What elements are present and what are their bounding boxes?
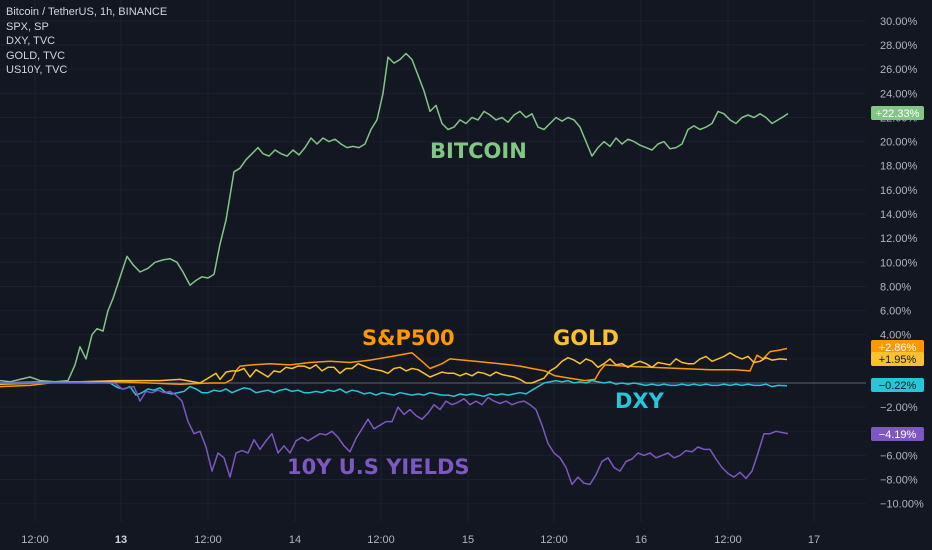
y-tick-label: 12.00% [880,233,918,245]
annotation-gold: GOLD [553,326,619,350]
badge-us10y [871,427,924,441]
annotation-dxy: DXY [615,389,665,413]
x-tick-label: 12:00 [367,534,395,546]
y-tick-label: 28.00% [880,40,918,52]
y-tick-label: 26.00% [880,64,918,76]
y-tick-label: −2.00% [880,402,918,414]
legend-item-us10y[interactable]: US10Y, TVC [6,64,68,76]
legend-item-spx[interactable]: SPX, SP [6,20,49,33]
y-tick-label: 6.00% [880,306,911,318]
y-tick-label: 8.00% [880,281,911,293]
x-tick-label: 12:00 [194,534,222,546]
legend-item-dxy[interactable]: DXY, TVC [6,35,56,47]
grid-lines [0,0,866,522]
series-line-btc[interactable] [0,52,789,383]
series-layer [0,52,789,486]
series-line-gold[interactable] [0,352,788,385]
badge-label-us10y: −4.19% [879,429,917,441]
y-tick-label: 14.00% [880,209,918,221]
series-line-dxy[interactable] [0,379,788,398]
x-tick-label: 12:00 [714,534,742,546]
badge-btc [871,106,924,120]
y-tick-label: −6.00% [880,450,918,462]
badge-gold [871,352,924,366]
annotation-layer: BITCOIN S&P500 GOLD DXY 10Y U.S YIELDS [287,139,665,479]
y-tick-label: 30.00% [880,16,918,28]
y-tick-label: 24.00% [880,88,918,100]
x-tick-label: 17 [808,534,820,546]
y-tick-label: 4.00% [880,330,911,342]
x-tick-label: 12:00 [21,534,49,546]
last-value-badges: +22.33% +2.86%+1.95% −0.22% −4.19% [871,106,924,441]
badge-dxy [871,378,924,392]
annotation-bitcoin: BITCOIN [430,139,527,163]
y-tick-label: 20.00% [880,137,918,149]
annotation-10y-u-s-yields: 10Y U.S YIELDS [287,455,470,479]
legend: Bitcoin / TetherUS, 1h, BINANCE SPX, SP … [6,5,167,78]
badge-label-btc: +22.33% [876,108,920,120]
y-tick-label: −8.00% [880,475,918,487]
badge-label-gold: +1.95% [879,354,917,366]
x-tick-label: 16 [635,534,647,546]
series-line-spx[interactable] [0,347,788,388]
badge-label-dxy: −0.22% [879,380,917,392]
badge-label-spx: +2.86% [879,342,917,354]
badge-spx [871,340,924,354]
y-tick-label: 16.00% [880,185,918,197]
series-line-us10y[interactable] [0,382,789,486]
x-tick-label: 13 [115,534,127,546]
y-tick-label: 18.00% [880,161,918,173]
annotation-s-p500: S&P500 [362,326,455,350]
x-tick-label: 12:00 [540,534,568,546]
legend-item-gold[interactable]: GOLD, TVC [6,49,66,62]
y-tick-label: 10.00% [880,257,918,269]
x-axis[interactable]: 12:00 13 12:00 14 12:00 15 12:00 16 12:00 17 [21,534,820,546]
y-tick-label: −10.00% [880,499,924,511]
x-tick-label: 15 [462,534,474,546]
x-tick-label: 14 [289,534,301,546]
legend-item-btc[interactable]: Bitcoin / TetherUS, 1h, BINANCE [6,6,168,18]
